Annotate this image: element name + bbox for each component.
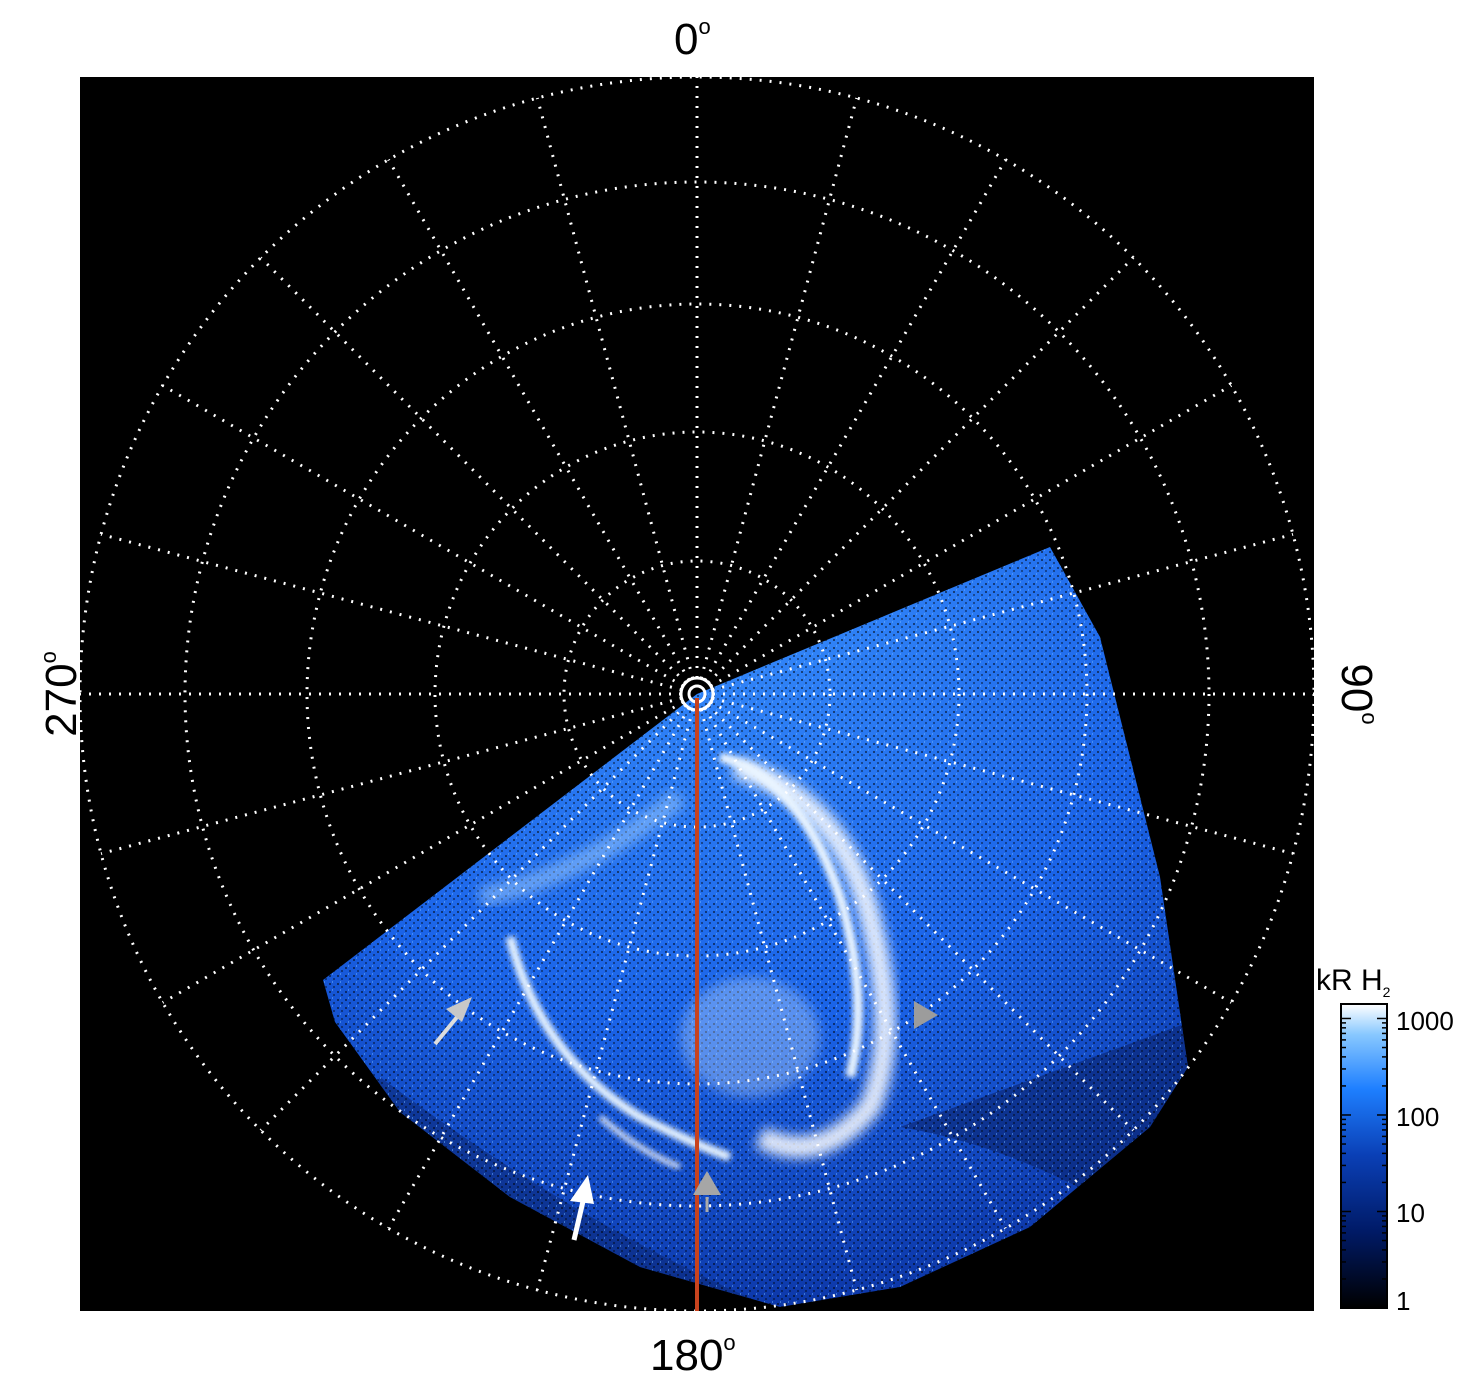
meridian-line xyxy=(387,158,691,681)
meridian-line xyxy=(100,696,682,856)
meridian-grid xyxy=(80,77,1314,1311)
white-arrow-left xyxy=(433,997,472,1046)
longitude-label-180: 180o xyxy=(650,1330,736,1380)
meridian-line xyxy=(161,384,684,688)
meridian-line xyxy=(710,700,1233,1004)
meridian-line xyxy=(707,704,1135,1132)
meridian-line xyxy=(707,256,1135,684)
meridian-line xyxy=(259,704,687,1132)
meridian-line xyxy=(535,709,695,1291)
meridian-line xyxy=(699,97,859,679)
colorbar-tick-label: 100 xyxy=(1396,1102,1440,1132)
longitude-label-90: 90o xyxy=(1332,663,1382,725)
meridian-line xyxy=(161,700,684,1004)
meridian-line xyxy=(100,532,682,692)
colorbar-title: kR H2 xyxy=(1316,964,1391,1000)
gray-arrow-center xyxy=(693,1171,721,1212)
meridian-line xyxy=(712,532,1294,692)
meridian-line xyxy=(699,709,859,1291)
meridian-line xyxy=(535,97,695,679)
meridian-line xyxy=(703,707,1007,1230)
meridian-line xyxy=(712,696,1294,856)
colorbar-tick-label: 1 xyxy=(1396,1286,1411,1316)
polar-aurora-map xyxy=(80,77,1314,1311)
colorbar-tick-label: 10 xyxy=(1396,1198,1425,1228)
longitude-label-270: 270o xyxy=(36,651,86,737)
gray-arrow-right xyxy=(914,1001,938,1029)
meridian-line xyxy=(703,158,1007,681)
meridian-line xyxy=(259,256,687,684)
meridian-line xyxy=(387,707,691,1230)
longitude-label-0: 0o xyxy=(674,14,711,64)
white-arrow-bottom xyxy=(570,1175,594,1241)
colorbar-tick-label: 1000 xyxy=(1396,1006,1454,1036)
colorbar xyxy=(1340,1003,1388,1309)
meridian-line xyxy=(710,384,1233,688)
